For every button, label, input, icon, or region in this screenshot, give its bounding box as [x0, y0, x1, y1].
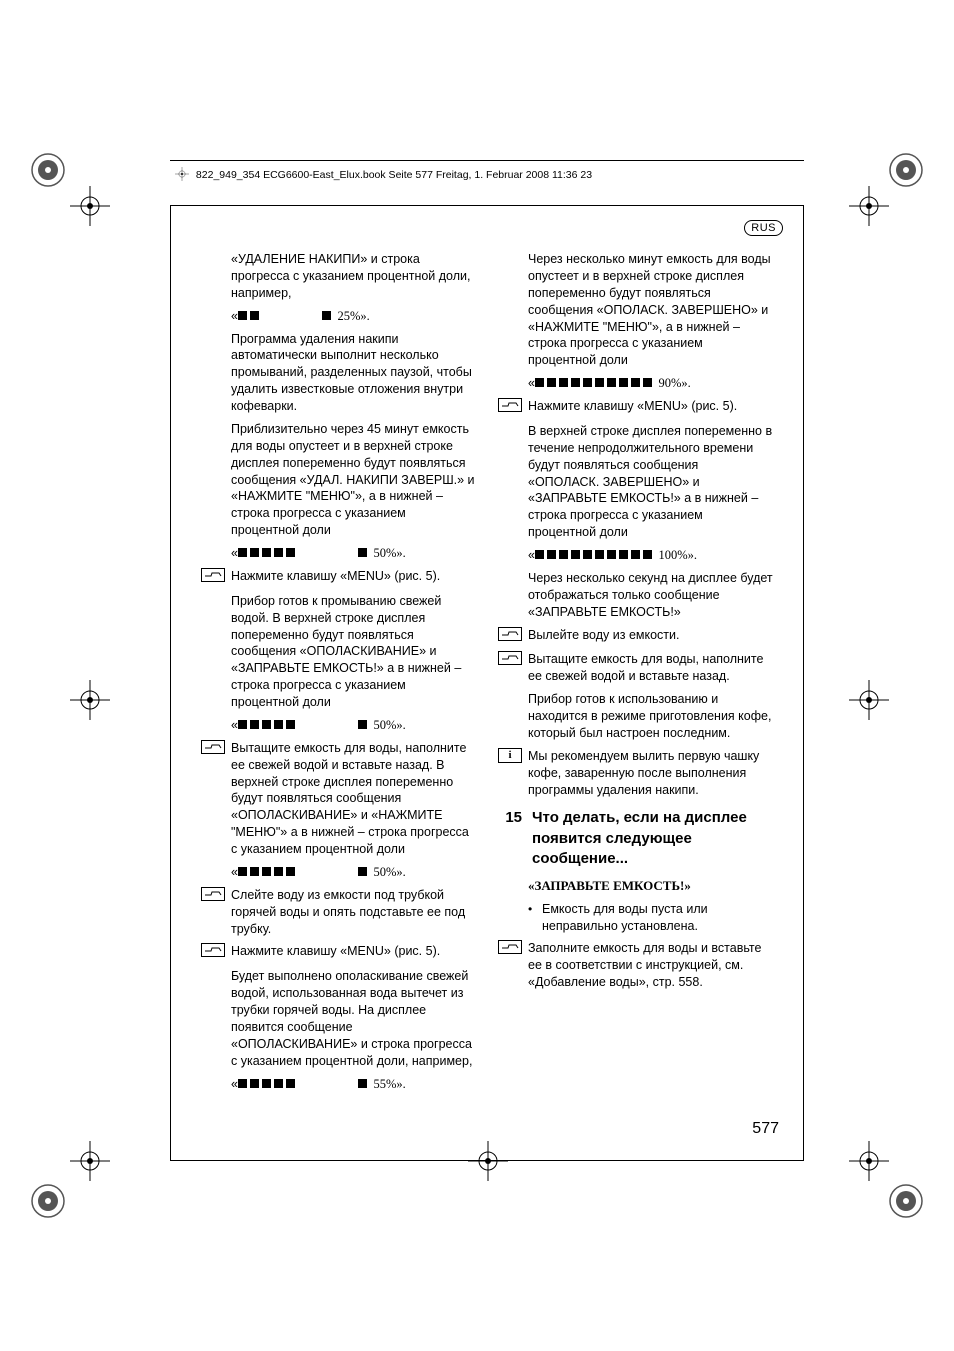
page-number: 577 [752, 1120, 779, 1138]
hand-icon [201, 943, 225, 962]
progress-bar: « 55%». [201, 1076, 476, 1093]
step-item: Нажмите клавишу «MENU» (рис. 5). [498, 398, 773, 417]
header-text: 822_949_354 ECG6600-East_Elux.book Seite… [175, 167, 592, 181]
reg-mark-br [888, 1183, 924, 1219]
crop-mark [70, 1141, 110, 1181]
lang-badge: RUS [744, 220, 783, 236]
step-item: Нажмите клавишу «MENU» (рис. 5). [201, 568, 476, 587]
section-heading: 15 Что делать, если на дисплее появится … [498, 808, 773, 869]
body-text: Прибор готов к промыванию свежей водой. … [201, 593, 476, 711]
crop-mark [849, 186, 889, 226]
right-column: Через несколько минут емкость для воды о… [498, 251, 773, 1098]
reg-mark-tl [30, 152, 66, 188]
info-text: Мы рекомендуем вылить первую чашку кофе,… [528, 748, 773, 799]
step-item: Вытащите емкость для воды, наполните ее … [498, 651, 773, 685]
body-text: В верхней строке дисплея попеременно в т… [498, 423, 773, 541]
header-rule [170, 160, 804, 161]
progress-bar: « 100%». [498, 547, 773, 564]
step-text: Нажмите клавишу «MENU» (рис. 5). [528, 398, 773, 417]
section-number: 15 [498, 808, 522, 869]
crop-mark [70, 186, 110, 226]
progress-bar: « 90%». [498, 375, 773, 392]
body-text: Через несколько секунд на дисплее будет … [498, 570, 773, 621]
hand-icon [498, 398, 522, 417]
section-title: Что делать, если на дисплее появится сле… [532, 808, 773, 869]
bullet-icon: • [528, 901, 536, 935]
body-text: Приблизительно через 45 минут емкость дл… [201, 421, 476, 539]
crop-mark [849, 1141, 889, 1181]
bullet-item: • Емкость для воды пуста или неправильно… [498, 901, 773, 935]
step-text: Заполните емкость для воды и вставьте ее… [528, 940, 773, 991]
bullet-text: Емкость для воды пуста или неправильно у… [542, 901, 773, 935]
step-item: Вылейте воду из емкости. [498, 627, 773, 646]
progress-bar: « 50%». [201, 864, 476, 881]
hand-icon [201, 568, 225, 587]
hand-icon [201, 887, 225, 938]
reg-mark-tr [888, 152, 924, 188]
crop-mark [70, 680, 110, 720]
step-item: Вытащите емкость для воды, наполните ее … [201, 740, 476, 858]
step-text: Вытащите емкость для воды, наполните ее … [528, 651, 773, 685]
body-text: Программа удаления накипи автоматически … [201, 331, 476, 415]
body-text: «УДАЛЕНИЕ НАКИПИ» и строка прогресса с у… [201, 251, 476, 302]
body-text: Будет выполнено ополаскивание свежей вод… [201, 968, 476, 1069]
progress-bar: « 50%». [201, 717, 476, 734]
step-text: Слейте воду из емкости под трубкой горяч… [231, 887, 476, 938]
reg-mark-bl [30, 1183, 66, 1219]
step-item: Нажмите клавишу «MENU» (рис. 5). [201, 943, 476, 962]
hand-icon [498, 940, 522, 991]
progress-bar: « 25%». [201, 308, 476, 325]
step-text: Нажмите клавишу «MENU» (рис. 5). [231, 568, 476, 587]
hand-icon [498, 651, 522, 685]
page-content-box: RUS «УДАЛЕНИЕ НАКИПИ» и строка прогресса… [170, 205, 804, 1161]
body-text: Через несколько минут емкость для воды о… [498, 251, 773, 369]
crop-mark [849, 680, 889, 720]
info-icon: i [498, 748, 522, 763]
step-item: Слейте воду из емкости под трубкой горяч… [201, 887, 476, 938]
progress-bar: « 50%». [201, 545, 476, 562]
hand-icon [201, 740, 225, 858]
sub-heading: «ЗАПРАВЬТЕ ЕМКОСТЬ!» [498, 877, 773, 895]
step-item: Заполните емкость для воды и вставьте ее… [498, 940, 773, 991]
info-note: i Мы рекомендуем вылить первую чашку коф… [498, 748, 773, 799]
step-text: Вытащите емкость для воды, наполните ее … [231, 740, 476, 858]
hand-icon [498, 627, 522, 646]
body-text: Прибор готов к использованию и находится… [498, 691, 773, 742]
left-column: «УДАЛЕНИЕ НАКИПИ» и строка прогресса с у… [201, 251, 476, 1098]
step-text: Нажмите клавишу «MENU» (рис. 5). [231, 943, 476, 962]
step-text: Вылейте воду из емкости. [528, 627, 773, 646]
